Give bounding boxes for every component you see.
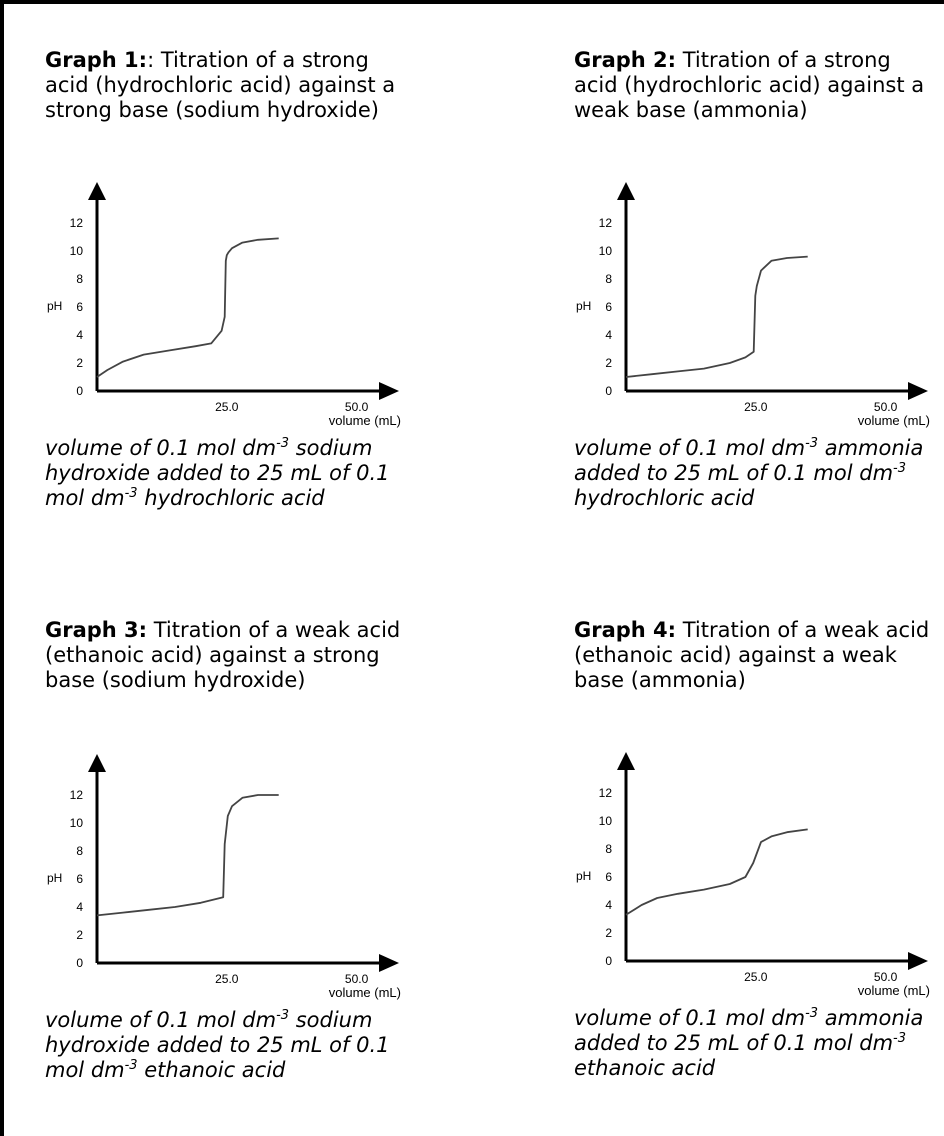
graph-4-heading-bold: Graph 4: — [574, 618, 677, 642]
caption-text: volume of 0.1 mol dm — [45, 436, 277, 460]
graph-3-heading: Graph 3: Titration of a weak acid (ethan… — [45, 618, 405, 693]
y-tick-label: 6 — [76, 872, 83, 886]
y-tick-label: 6 — [76, 300, 83, 314]
y-tick-label: 2 — [76, 356, 83, 370]
y-axis-label: pH — [576, 299, 591, 313]
ph-curve — [96, 237, 279, 378]
caption-superscript: -3 — [276, 1008, 290, 1023]
y-tick-label: 10 — [70, 816, 84, 830]
y-axis-arrow — [88, 754, 106, 772]
caption-text: ammonia added to 25 mL of 0.1 mol dm — [574, 1006, 924, 1055]
y-tick-label: 12 — [70, 216, 84, 230]
y-axis-arrow — [617, 752, 635, 770]
ph-curve — [96, 794, 279, 917]
y-tick-label: 2 — [76, 928, 83, 942]
caption-superscript: -3 — [893, 1031, 906, 1046]
x-axis-label: volume (mL) — [329, 413, 401, 428]
x-axis-label: volume (mL) — [858, 413, 930, 428]
y-tick-label: 10 — [70, 244, 84, 258]
x-axis-label: volume (mL) — [858, 983, 930, 998]
x-tick-label: 25.0 — [744, 400, 768, 414]
x-axis-arrow — [379, 382, 399, 400]
x-tick-label: 50.0 — [345, 400, 369, 414]
graph-4-heading-text: Titration of a weak acid (ethanoic acid)… — [574, 618, 930, 692]
caption-text: ammonia added to 25 mL of 0.1 mol dm — [574, 436, 924, 485]
caption-text: sodium hydroxide added to 25 mL of 0.1 m… — [45, 1008, 390, 1082]
caption-text: hydrochloric acid — [574, 486, 755, 510]
graph-1-caption: volume of 0.1 mol dm-3 sodium hydroxide … — [45, 436, 405, 511]
x-tick-label: 25.0 — [215, 972, 239, 986]
y-tick-label: 6 — [605, 300, 612, 314]
graph-2-caption: volume of 0.1 mol dm-3 ammonia added to … — [574, 436, 934, 511]
y-axis-label: pH — [47, 871, 62, 885]
y-tick-label: 0 — [605, 954, 612, 968]
y-tick-label: 12 — [599, 786, 613, 800]
x-tick-label: 50.0 — [874, 970, 898, 984]
caption-superscript: -3 — [805, 436, 819, 451]
y-tick-label: 4 — [605, 898, 612, 912]
caption-text: hydrochloric acid — [137, 486, 325, 510]
y-tick-label: 0 — [76, 956, 83, 970]
y-tick-label: 8 — [605, 842, 612, 856]
y-tick-label: 0 — [605, 384, 612, 398]
y-tick-label: 12 — [70, 788, 84, 802]
y-tick-label: 6 — [605, 870, 612, 884]
caption-superscript: -3 — [124, 1058, 138, 1073]
caption-superscript: -3 — [893, 461, 906, 476]
y-axis-arrow — [88, 182, 106, 200]
graph-2-heading: Graph 2: Titration of a strong acid (hyd… — [574, 48, 934, 123]
y-tick-label: 8 — [76, 272, 83, 286]
graph-1-heading-text: : Titration of a strong acid (hydrochlor… — [45, 48, 396, 122]
y-tick-label: 4 — [76, 900, 83, 914]
y-tick-label: 12 — [599, 216, 613, 230]
y-tick-label: 0 — [76, 384, 83, 398]
caption-text: volume of 0.1 mol dm — [574, 1006, 806, 1030]
caption-text: sodium hydroxide added to 25 mL of 0.1 m… — [45, 436, 390, 510]
graph-1-heading: Graph 1:: Titration of a strong acid (hy… — [45, 48, 405, 123]
y-axis-label: pH — [47, 299, 62, 313]
y-tick-label: 10 — [599, 814, 613, 828]
y-tick-label: 4 — [76, 328, 83, 342]
y-tick-label: 8 — [605, 272, 612, 286]
caption-text: ethanoic acid — [137, 1058, 286, 1082]
x-tick-label: 50.0 — [874, 400, 898, 414]
graph-3-heading-text: Titration of a weak acid (ethanoic acid)… — [45, 618, 401, 692]
caption-text: volume of 0.1 mol dm — [574, 436, 806, 460]
x-axis-arrow — [908, 382, 928, 400]
y-axis-arrow — [617, 182, 635, 200]
caption-text: volume of 0.1 mol dm — [45, 1008, 277, 1032]
caption-superscript: -3 — [276, 436, 290, 451]
ph-curve — [625, 828, 808, 916]
y-axis-label: pH — [576, 869, 591, 883]
graph-2-heading-text: Titration of a strong acid (hydrochloric… — [574, 48, 925, 122]
y-tick-label: 2 — [605, 356, 612, 370]
graph-4-caption: volume of 0.1 mol dm-3 ammonia added to … — [574, 1006, 934, 1081]
x-tick-label: 25.0 — [215, 400, 239, 414]
ph-curve — [625, 255, 808, 378]
x-axis-arrow — [379, 954, 399, 972]
x-tick-label: 25.0 — [744, 970, 768, 984]
y-tick-label: 2 — [605, 926, 612, 940]
y-tick-label: 4 — [605, 328, 612, 342]
graph-4-heading: Graph 4: Titration of a weak acid (ethan… — [574, 618, 934, 693]
y-tick-label: 8 — [76, 844, 83, 858]
caption-text: ethanoic acid — [574, 1056, 716, 1080]
graph-3-caption: volume of 0.1 mol dm-3 sodium hydroxide … — [45, 1008, 405, 1083]
graph-2-heading-bold: Graph 2: — [574, 48, 677, 72]
caption-superscript: -3 — [805, 1006, 819, 1021]
x-tick-label: 50.0 — [345, 972, 369, 986]
x-axis-label: volume (mL) — [329, 985, 401, 1000]
graph-1-heading-bold: Graph 1: — [45, 48, 148, 72]
graph-3-heading-bold: Graph 3: — [45, 618, 148, 642]
y-tick-label: 10 — [599, 244, 613, 258]
caption-superscript: -3 — [124, 486, 138, 501]
x-axis-arrow — [908, 952, 928, 970]
